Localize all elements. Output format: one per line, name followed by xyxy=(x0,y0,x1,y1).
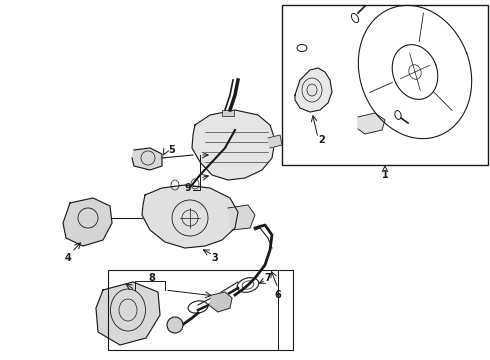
Circle shape xyxy=(167,317,183,333)
Text: 1: 1 xyxy=(382,170,389,180)
Bar xyxy=(222,110,234,116)
Polygon shape xyxy=(295,68,332,112)
Text: 8: 8 xyxy=(148,273,155,283)
Text: 6: 6 xyxy=(274,290,281,300)
Text: 5: 5 xyxy=(169,145,175,155)
Polygon shape xyxy=(96,282,160,345)
Polygon shape xyxy=(268,135,282,148)
Text: 3: 3 xyxy=(212,253,219,263)
Text: 9: 9 xyxy=(185,183,192,193)
Polygon shape xyxy=(228,205,255,230)
Polygon shape xyxy=(132,148,162,170)
Text: 4: 4 xyxy=(65,253,72,263)
Polygon shape xyxy=(192,110,275,180)
Polygon shape xyxy=(142,185,238,248)
Polygon shape xyxy=(358,113,385,134)
Polygon shape xyxy=(63,198,112,246)
Text: 2: 2 xyxy=(318,135,325,145)
Bar xyxy=(108,270,293,350)
Bar xyxy=(282,5,488,165)
Polygon shape xyxy=(210,292,232,312)
Text: 7: 7 xyxy=(265,273,271,283)
